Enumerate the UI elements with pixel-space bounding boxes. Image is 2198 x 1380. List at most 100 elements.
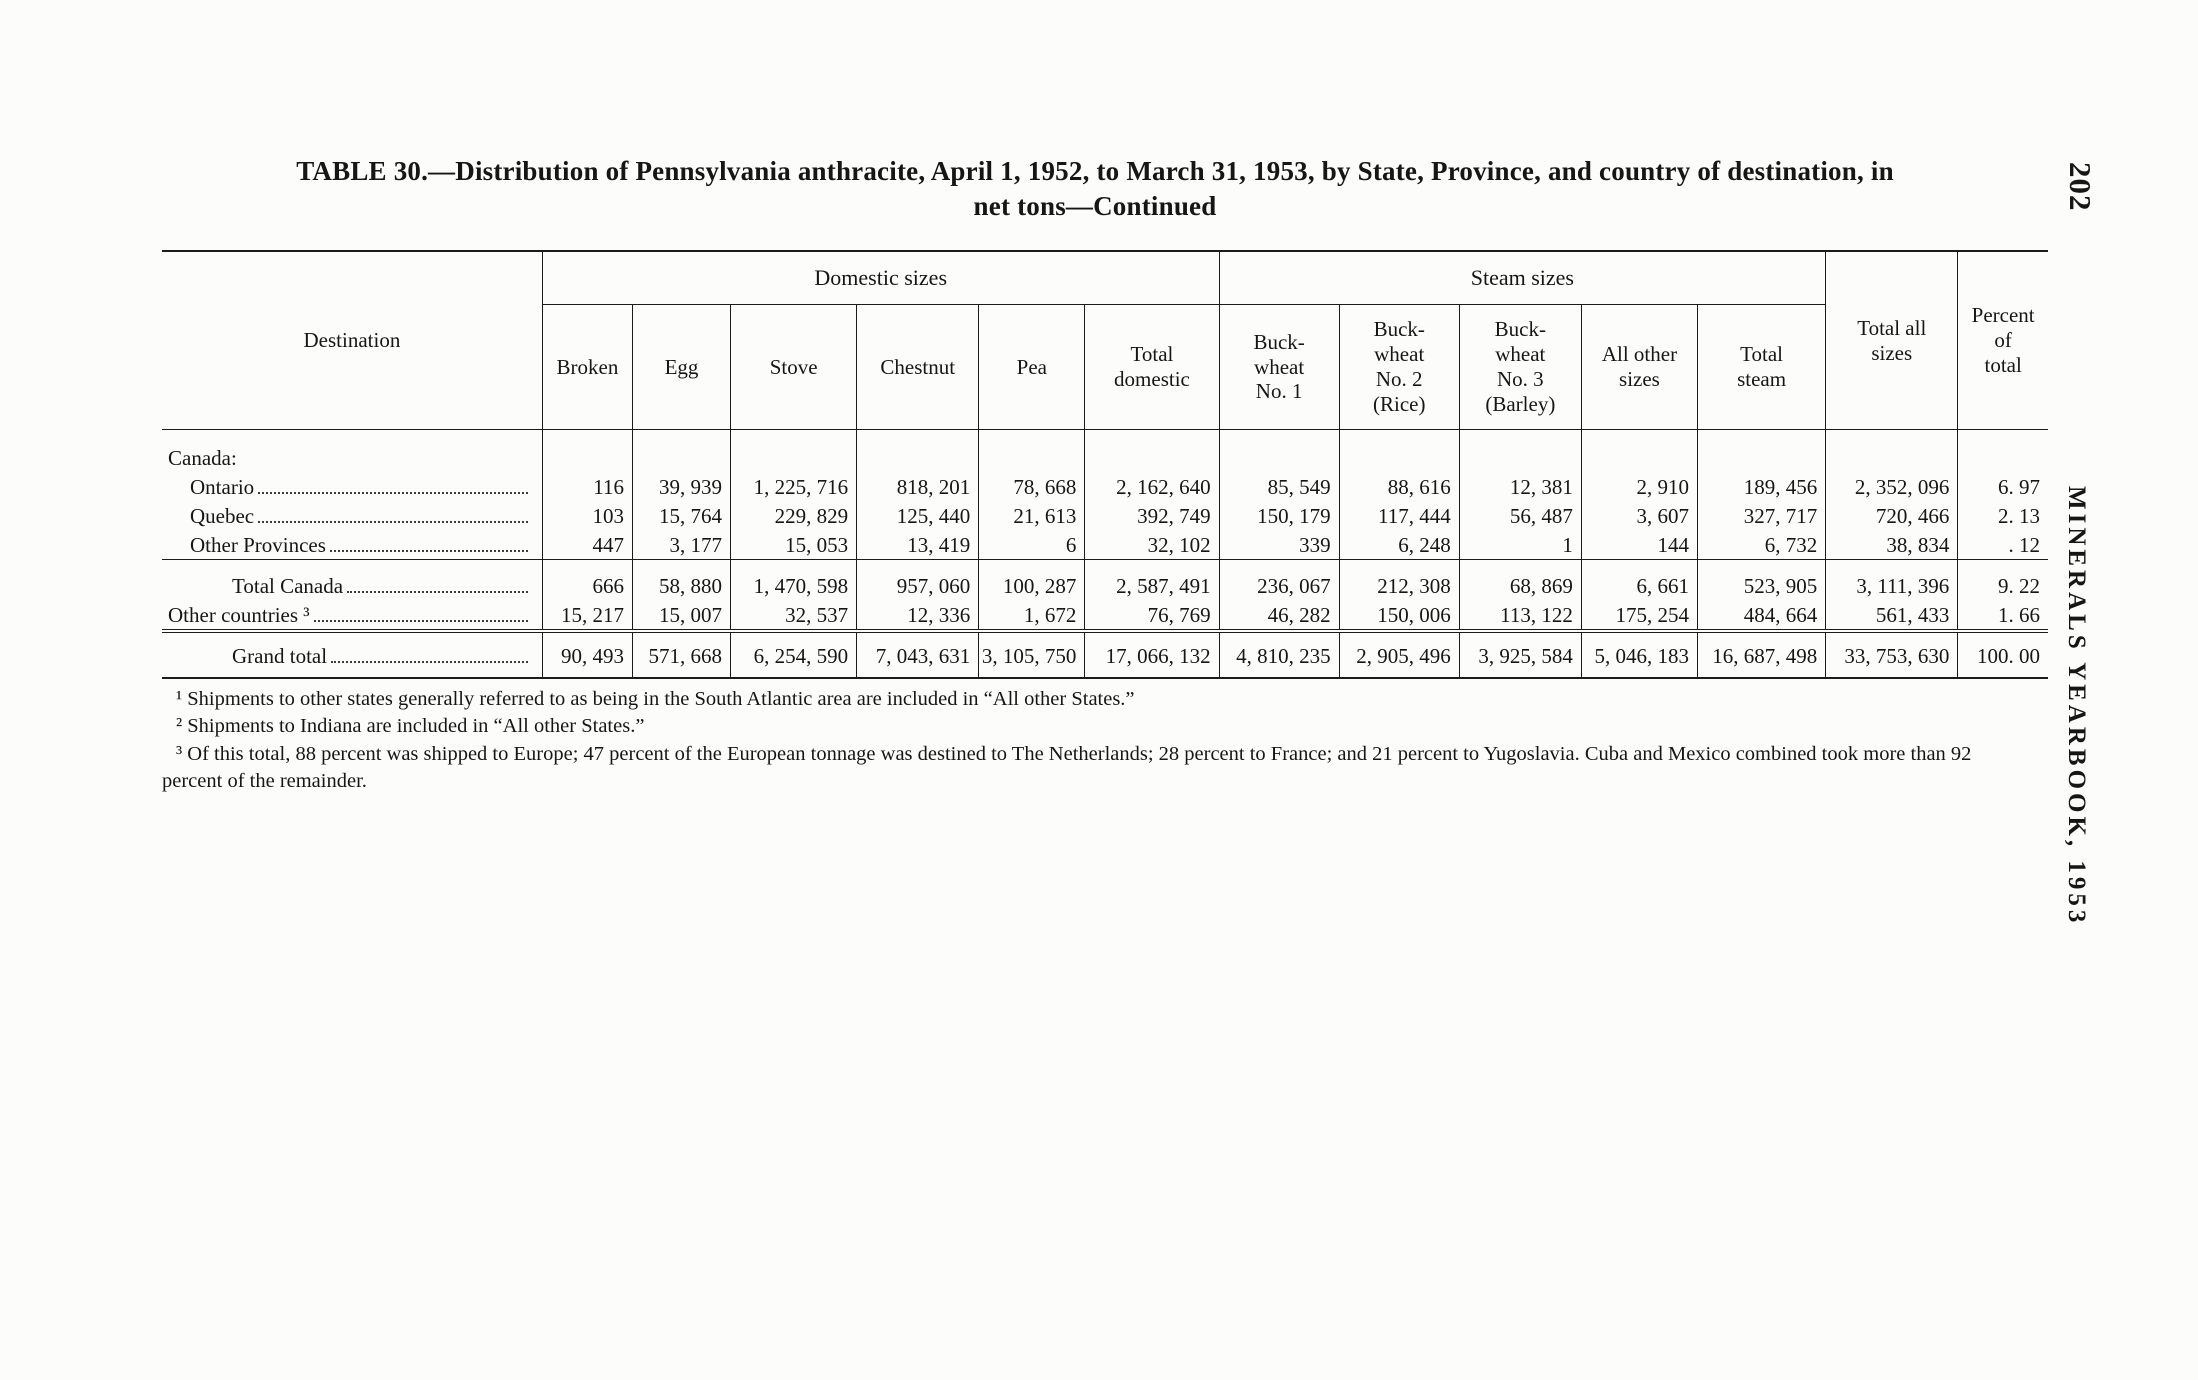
value-cell: 447 [541,529,633,560]
spacer-cell [1957,631,2048,641]
value-cell: 236, 067 [1218,571,1340,600]
value-cell: 229, 829 [730,500,857,530]
value-cell: 666 [541,571,633,600]
spacer-cell [978,670,1085,678]
spacer-cell [1580,559,1698,571]
value-cell [1957,442,2048,472]
value-cell: 484, 664 [1696,600,1826,633]
spacer-cell [1338,631,1460,641]
header-total-steam: Total steam [1696,304,1826,430]
spacer-cell [1580,429,1698,443]
header-all-other-sizes: All other sizes [1580,304,1698,430]
value-cell: 4, 810, 235 [1218,641,1340,670]
value-cell: 3, 105, 750 [978,641,1085,670]
book-side-title: MINERALS YEARBOOK, 1953 [2063,486,2090,927]
header-chestnut: Chestnut [856,304,979,430]
spacer-cell [631,429,731,443]
spacer-cell [162,559,542,571]
row-label: Other Provinces [190,532,326,557]
value-cell: 189, 456 [1696,471,1826,501]
header-destination: Destination [162,251,543,430]
table-header: Destination Domestic sizes Steam sizes T… [162,251,2048,430]
header-buckwheat-no2-rice: Buck- wheat No. 2 (Rice) [1338,304,1460,430]
value-cell: 9. 22 [1957,571,2048,600]
anthracite-distribution-table: Destination Domestic sizes Steam sizes T… [162,250,2048,679]
header-buckwheat-no3-barley: Buck- wheat No. 3 (Barley) [1458,304,1582,430]
value-cell: 339 [1218,529,1340,560]
value-cell: 13, 419 [856,529,979,560]
spacer-cell [1338,670,1460,678]
spacer-cell [1218,670,1340,678]
value-cell: 571, 668 [631,641,731,670]
value-cell: 15, 007 [631,600,731,633]
header-total-all-sizes: Total all sizes [1825,251,1958,430]
value-cell: . 12 [1957,529,2048,560]
value-cell: 125, 440 [856,500,979,530]
row-label-cell: Ontario [162,472,542,501]
value-cell: 144 [1580,529,1698,560]
row-label: Grand total [232,644,328,668]
value-cell: 818, 201 [856,471,979,501]
spacer-cell [1458,670,1582,678]
value-cell: 150, 179 [1218,500,1340,530]
value-cell: 85, 549 [1218,471,1340,501]
spacer-cell [1825,429,1958,443]
table-row: Quebec 103 15, 764 229, 829 125, 440 21, 613 3… [162,500,2048,530]
spacer-cell [1696,631,1826,641]
spacer-row [162,631,2048,641]
value-cell: 3, 111, 396 [1825,571,1958,600]
row-label-cell: Canada: [162,443,542,472]
value-cell: 327, 717 [1696,500,1826,530]
page-number: 202 [2063,162,2098,212]
value-cell: 39, 939 [631,471,731,501]
value-cell: 7, 043, 631 [856,641,979,670]
value-cell: 2, 587, 491 [1084,571,1220,600]
value-cell: 56, 487 [1458,500,1582,530]
value-cell: 117, 444 [1338,500,1460,530]
value-cell: 5, 046, 183 [1580,641,1698,670]
spacer-cell [1580,631,1698,641]
dotted-leader [331,661,528,663]
table-row: Other Provinces 447 3, 177 15, 053 13, 419 6 3… [162,529,2048,560]
value-cell: 17, 066, 132 [1084,641,1220,670]
spacer-cell [978,559,1085,571]
dotted-leader [313,620,528,622]
value-cell: 12, 381 [1458,471,1582,501]
value-cell: 523, 905 [1696,571,1826,600]
spacer-cell [1957,559,2048,571]
spacer-cell [1957,429,2048,443]
value-cell [1458,442,1582,472]
page-title: TABLE 30.—Distribution of Pennsylvania a… [140,154,2050,223]
value-cell: 2, 905, 496 [1338,641,1460,670]
value-cell: 15, 053 [730,529,857,560]
value-cell [1696,442,1826,472]
value-cell [1084,442,1220,472]
dotted-leader [258,491,528,494]
header-group-domestic-sizes: Domestic sizes [541,251,1220,305]
value-cell: 68, 869 [1458,571,1582,600]
table-row: Grand total 90, 493 571, 668 6, 254, 590 7, … [162,641,2048,670]
spacer-cell [978,429,1085,443]
footnote-3: ³ Of this total, 88 percent was shipped … [162,742,1972,793]
value-cell: 32, 102 [1084,529,1220,560]
spacer-cell [1084,559,1220,571]
header-stove: Stove [730,304,857,430]
row-label: Canada: [168,445,237,470]
value-cell: 90, 493 [541,641,633,670]
value-cell: 88, 616 [1338,471,1460,501]
header-total-domestic: Total domestic [1084,304,1220,430]
spacer-cell [1825,631,1958,641]
spacer-cell [1825,670,1958,678]
page-title-line2: net tons—Continued [973,190,1217,221]
spacer-cell [541,670,633,678]
spacer-cell [541,559,633,571]
footnote-1: ¹ Shipments to other states generally re… [176,688,1135,710]
value-cell: 561, 433 [1825,600,1958,633]
value-cell: 15, 217 [541,600,633,633]
value-cell [730,442,857,472]
value-cell: 2, 910 [1580,471,1698,501]
page-title-line1: TABLE 30.—Distribution of Pennsylvania a… [296,156,1894,186]
spacer-cell [1696,429,1826,443]
value-cell: 3, 177 [631,529,731,560]
table-row: Canada: [162,442,2048,472]
